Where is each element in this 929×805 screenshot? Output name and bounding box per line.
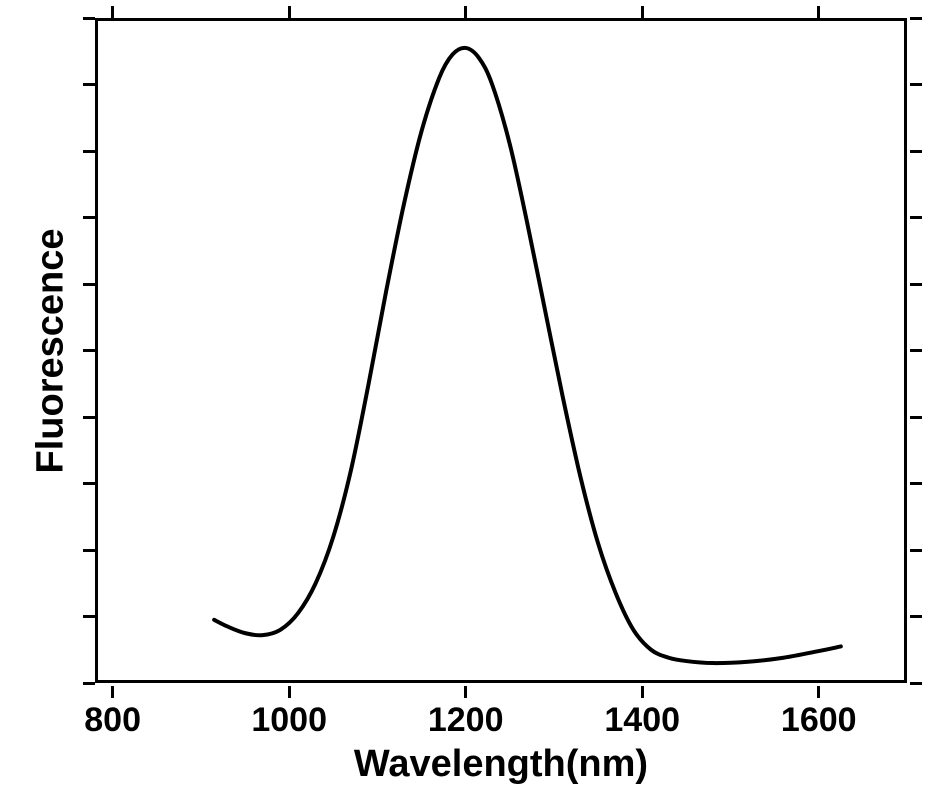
x-tick-label: 1400 [604,701,680,740]
y-tick-left [83,682,95,685]
y-tick-right [910,682,922,685]
y-tick-left [83,17,95,20]
y-tick-right [910,416,922,419]
x-tick-top [111,6,114,18]
x-tick-top [464,6,467,18]
x-tick-top [817,6,820,18]
y-tick-right [910,83,922,86]
x-tick [111,686,114,698]
y-tick-right [910,549,922,552]
y-tick-right [910,615,922,618]
y-axis-label: Fluorescence [30,228,73,473]
y-tick-left [83,150,95,153]
y-tick-right [910,482,922,485]
x-tick [641,686,644,698]
x-tick [817,686,820,698]
x-axis-label: Wavelength(nm) [354,743,648,786]
y-tick-right [910,349,922,352]
y-tick-left [83,482,95,485]
y-tick-right [910,216,922,219]
y-tick-left [83,216,95,219]
fluorescence-spectrum-chart: 800 1000 1200 1400 1600 Wavelength(nm) Fluor… [0,0,929,805]
y-tick-left [83,83,95,86]
fluorescence-curve [0,0,929,805]
y-tick-left [83,416,95,419]
x-tick [464,686,467,698]
x-tick [288,686,291,698]
y-tick-right [910,17,922,20]
y-tick-left [83,283,95,286]
x-tick-label: 1600 [781,701,857,740]
x-tick-top [641,6,644,18]
y-tick-left [83,549,95,552]
x-tick-label: 800 [84,701,141,740]
x-tick-top [288,6,291,18]
y-tick-right [910,283,922,286]
x-tick-label: 1000 [251,701,327,740]
y-tick-right [910,150,922,153]
y-tick-left [83,615,95,618]
x-tick-label: 1200 [428,701,504,740]
y-tick-left [83,349,95,352]
